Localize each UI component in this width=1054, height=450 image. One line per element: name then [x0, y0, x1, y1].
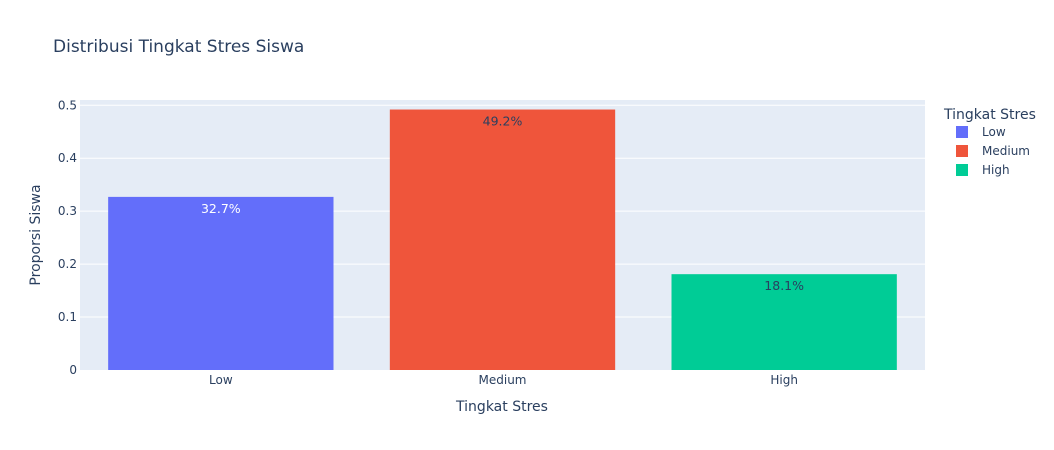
legend-swatch — [956, 145, 968, 157]
legend-label: Low — [982, 125, 1006, 139]
legend: Tingkat Stres Low Medium High — [943, 107, 1036, 177]
y-tick-label: 0.5 — [58, 98, 77, 112]
y-tick-label: 0.4 — [58, 151, 77, 165]
y-axis-title: Proporsi Siswa — [28, 184, 44, 285]
bars — [108, 109, 897, 370]
bar-data-labels: 32.7% 49.2% 18.1% — [201, 114, 804, 294]
bar-medium[interactable] — [389, 109, 616, 370]
y-tick-label: 0 — [69, 363, 77, 377]
y-tick-label: 0.2 — [58, 257, 77, 271]
bar-data-label: 18.1% — [764, 278, 804, 293]
legend-item-low[interactable]: Low — [956, 125, 1006, 139]
legend-item-high[interactable]: High — [956, 163, 1010, 177]
y-tick-labels: 0 0.1 0.2 0.3 0.4 0.5 — [58, 98, 77, 377]
bar-high[interactable] — [671, 274, 897, 370]
legend-swatch — [956, 126, 968, 138]
chart-title: Distribusi Tingkat Stres Siswa — [53, 37, 304, 57]
legend-swatch — [956, 164, 968, 176]
x-tick-label: High — [770, 373, 798, 387]
x-axis-title: Tingkat Stres — [455, 399, 548, 415]
x-tick-label: Low — [209, 373, 233, 387]
x-tick-label: Medium — [479, 373, 527, 387]
y-tick-label: 0.3 — [58, 204, 77, 218]
y-tick-label: 0.1 — [58, 310, 77, 324]
legend-title: Tingkat Stres — [943, 107, 1036, 123]
legend-item-medium[interactable]: Medium — [956, 144, 1030, 158]
legend-label: Medium — [982, 144, 1030, 158]
bar-data-label: 32.7% — [201, 201, 241, 216]
bar-data-label: 49.2% — [483, 114, 523, 129]
legend-label: High — [982, 163, 1010, 177]
bar-low[interactable] — [108, 196, 334, 370]
x-tick-labels: Low Medium High — [209, 373, 798, 387]
